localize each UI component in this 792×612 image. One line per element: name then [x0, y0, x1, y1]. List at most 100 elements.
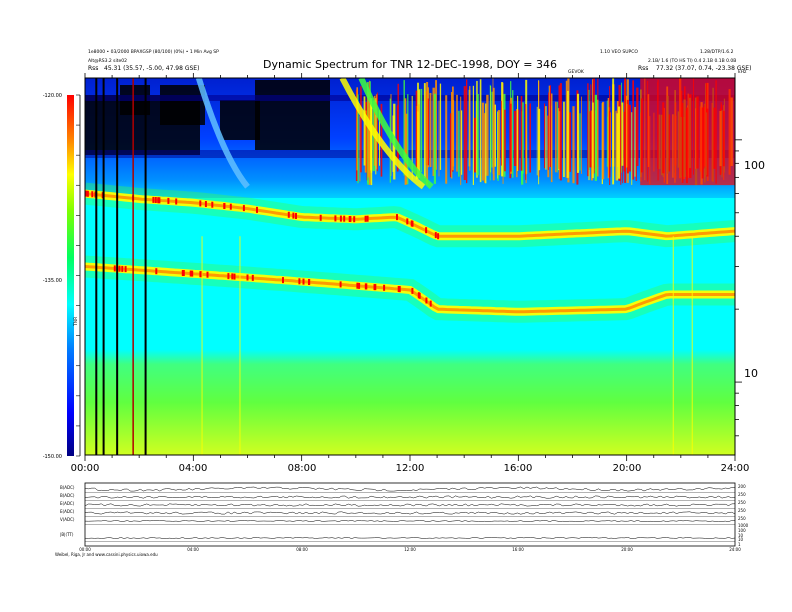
band-hotspot	[152, 196, 155, 203]
emission-streak	[435, 80, 437, 170]
emission-streak	[516, 109, 518, 178]
band-hotspot	[167, 197, 170, 204]
band-hotspot	[302, 278, 305, 285]
emission-streak	[367, 92, 370, 178]
emission-streak	[418, 89, 421, 178]
band-hotspot	[356, 282, 359, 289]
band-hotspot	[365, 283, 368, 290]
band-hotspot	[437, 233, 440, 240]
emission-streak	[514, 110, 517, 166]
emission-streak	[427, 98, 429, 166]
emission-streak	[594, 94, 597, 181]
emission-streak	[606, 100, 608, 167]
data-gap-line	[102, 78, 105, 455]
emission-streak	[609, 86, 611, 185]
emission-streak	[370, 101, 373, 186]
emission-streak	[389, 98, 391, 183]
panel-rtick-5: 250	[738, 516, 746, 521]
band-hotspot	[349, 216, 352, 222]
impulse-line	[239, 236, 241, 455]
band-hotspot	[206, 271, 209, 278]
panel-rtick-10: 1	[738, 542, 741, 547]
emission-streak	[449, 113, 452, 178]
band-hotspot	[233, 273, 236, 280]
emission-streak	[497, 110, 501, 176]
band-hotspot	[231, 273, 234, 280]
panel-trace	[84, 537, 736, 539]
emission-streak	[596, 99, 599, 177]
emission-streak	[445, 95, 448, 184]
emission-streak	[621, 102, 624, 166]
emission-streak	[479, 79, 482, 183]
emission-streak	[481, 102, 485, 181]
lower-panels: B(ADC) B(ADC) E(ADC) E(ADC) V(ADC) |B|(T…	[55, 482, 749, 557]
emission-streak	[458, 110, 460, 177]
emission-streak	[509, 103, 512, 172]
band-hotspot	[199, 200, 202, 207]
band-hotspot	[204, 201, 207, 207]
band-hotspot	[86, 190, 89, 197]
band-hotspot	[287, 211, 290, 218]
header-left-rss: Rss	[88, 65, 98, 72]
emission-streak	[607, 98, 609, 179]
emission-streak	[517, 95, 519, 171]
band-hotspot	[158, 197, 161, 204]
header-right-line2: 2.1B/ 1.6 (TO HS TI) 0.4 2.1B 0.1B 0.0B	[648, 58, 736, 64]
header-right-values: 77.32 (37.07, 0.74, -23.38 GSE)	[656, 65, 751, 72]
emission-streak	[466, 79, 468, 184]
band-hotspot	[364, 215, 367, 222]
panel-rtick-7: 100	[738, 528, 746, 533]
emission-streak	[360, 86, 362, 173]
emission-streak	[545, 106, 547, 170]
emission-streak	[615, 110, 617, 181]
panel-label-2: B(ADC)	[60, 493, 75, 498]
band-hotspot	[182, 270, 185, 276]
emission-streak	[469, 86, 471, 171]
emission-streak	[618, 106, 621, 179]
band-hotspot	[398, 286, 401, 293]
emission-streak	[626, 99, 629, 174]
band-hotspot	[434, 232, 437, 239]
band-hotspot	[298, 278, 301, 285]
emission-streak	[589, 111, 591, 168]
panel-rtick-6: 1000	[738, 523, 749, 528]
panel-label-3: E(ADC)	[60, 501, 75, 506]
emission-streak	[587, 83, 589, 177]
band-hotspot	[406, 218, 409, 225]
emission-streak	[359, 115, 361, 182]
x-tick-2: 08:00	[288, 463, 317, 474]
dispersive-arc	[339, 78, 426, 190]
band-hotspot	[246, 274, 249, 281]
band-hotspot	[353, 216, 356, 223]
band-hotspot	[223, 203, 226, 209]
y-tick-100: 100	[744, 159, 765, 172]
emission-streak	[512, 90, 514, 178]
emission-streak	[405, 113, 408, 185]
panel-rtick-2: 250	[738, 492, 746, 497]
data-gap-line	[95, 78, 98, 455]
colorbar-label: TNR	[73, 317, 79, 327]
emission-streak	[429, 93, 432, 167]
emission-streak	[501, 82, 504, 177]
emission-streak	[356, 87, 358, 171]
y-tick-10: 10	[744, 367, 758, 380]
band-hotspot	[425, 227, 428, 234]
panel-label-6: |B|(TT)	[60, 532, 74, 537]
emission-streak	[525, 104, 527, 180]
emission-streak	[397, 83, 399, 167]
band-hotspot	[242, 205, 245, 212]
data-gap-line	[116, 78, 119, 455]
emission-streak	[492, 78, 494, 174]
band-hotspot	[85, 190, 88, 197]
band-hotspot	[282, 277, 284, 284]
band-hotspot	[374, 284, 377, 291]
emission-streak	[423, 83, 426, 179]
emission-streak	[569, 112, 571, 172]
colorbar-tick-bottom: -150.00	[43, 454, 62, 460]
emission-streak	[628, 104, 631, 172]
emission-streak	[620, 104, 622, 185]
emission-streak	[538, 108, 541, 171]
band-hotspot	[425, 297, 428, 304]
emission-streak	[520, 96, 523, 171]
x-tick-1: 04:00	[179, 463, 208, 474]
